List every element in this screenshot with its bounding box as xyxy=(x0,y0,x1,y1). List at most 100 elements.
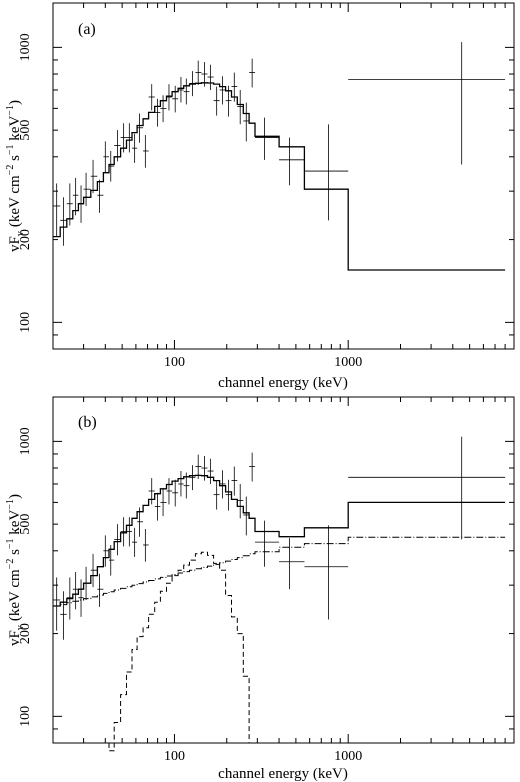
data-point xyxy=(172,479,179,507)
data-point xyxy=(207,64,214,90)
powerlaw-component-line xyxy=(53,536,506,607)
data-point xyxy=(154,98,161,127)
panel-b-frame xyxy=(52,396,515,744)
x-tick-label: 100 xyxy=(164,355,185,370)
model-line xyxy=(53,474,506,607)
data-point xyxy=(160,95,167,123)
data-point xyxy=(120,517,127,547)
data-point xyxy=(90,553,98,588)
data-point xyxy=(207,458,214,484)
y-tick-label: 1000 xyxy=(18,427,33,455)
data-point xyxy=(108,150,115,182)
data-point xyxy=(137,507,144,537)
panel-a-label: (a) xyxy=(78,21,96,38)
data-point xyxy=(120,123,127,153)
y-tick-label: 100 xyxy=(18,312,33,333)
panel-a: (a) channel energy (keV) vFv(keV cm−2 s−… xyxy=(5,2,515,391)
data-point xyxy=(160,489,167,517)
data-point xyxy=(72,177,79,216)
panel-a-ylabel: vFv(keV cm−2 s−1 keV−1) xyxy=(5,100,26,252)
data-point xyxy=(66,183,73,226)
data-point xyxy=(83,566,91,600)
data-point xyxy=(243,102,250,142)
data-point xyxy=(231,466,238,496)
data-point xyxy=(90,159,98,194)
data-point xyxy=(154,492,161,521)
panel-a-xlabel: channel energy (keV) xyxy=(218,375,348,391)
data-point xyxy=(72,571,79,610)
data-point xyxy=(97,573,104,607)
data-point xyxy=(304,124,349,221)
x-tick-label: 100 xyxy=(164,749,185,764)
data-point xyxy=(195,60,202,85)
data-point xyxy=(237,483,244,519)
panel-b-label: (b) xyxy=(78,414,97,431)
panel-b-model xyxy=(53,474,506,607)
data-point xyxy=(195,454,202,479)
data-point xyxy=(53,577,61,631)
data-point xyxy=(219,470,226,499)
panel-b-data-points xyxy=(53,436,506,640)
y-tick-label: 1000 xyxy=(18,33,33,61)
data-point xyxy=(108,544,115,576)
data-point xyxy=(243,496,250,536)
data-point xyxy=(348,42,506,165)
x-tick-label: 1000 xyxy=(334,355,362,370)
y-tick-label: 100 xyxy=(18,706,33,727)
data-point xyxy=(178,471,184,497)
panel-a-data-points xyxy=(53,42,506,246)
data-point xyxy=(219,76,226,105)
data-point xyxy=(304,525,349,620)
data-point xyxy=(189,71,196,97)
panel-b-ticks: 100 1000 100 200 500 1000 xyxy=(18,397,515,764)
y-tick-label: 500 xyxy=(18,514,33,535)
data-point xyxy=(114,130,121,162)
data-point xyxy=(201,61,208,87)
x-tick-label: 1000 xyxy=(334,749,362,764)
model-line xyxy=(53,82,506,271)
data-point xyxy=(103,141,109,173)
data-point xyxy=(178,77,184,103)
data-point xyxy=(255,117,280,160)
data-point xyxy=(126,123,133,153)
panel-b: (b) channel energy (keV) vFv(keV cm−2 s−… xyxy=(5,396,515,782)
data-point xyxy=(53,183,61,237)
data-point xyxy=(78,185,84,223)
data-point xyxy=(132,133,138,163)
data-point xyxy=(172,85,179,113)
data-point xyxy=(213,480,220,510)
data-point xyxy=(83,172,91,206)
data-point xyxy=(166,84,173,111)
data-point xyxy=(66,577,73,620)
data-point xyxy=(166,478,173,505)
panel-b-powerlaw-component xyxy=(53,536,506,607)
data-point xyxy=(231,72,238,102)
data-point xyxy=(279,137,305,186)
data-point xyxy=(114,524,121,556)
y-tick-label: 200 xyxy=(18,623,33,644)
data-point xyxy=(249,58,256,88)
panel-b-ylabel: vFv(keV cm−2 s−1 keV−1) xyxy=(5,494,26,646)
data-point xyxy=(249,452,256,482)
data-point xyxy=(78,579,84,617)
data-point xyxy=(60,197,67,246)
data-point xyxy=(255,520,280,567)
data-point xyxy=(148,84,155,111)
data-point xyxy=(143,135,149,168)
panel-b-bump-component xyxy=(108,551,255,752)
data-point xyxy=(225,479,232,511)
data-point xyxy=(213,86,220,116)
data-point xyxy=(183,472,190,499)
data-point xyxy=(189,465,196,491)
data-point xyxy=(132,527,138,557)
panel-a-ticks: 100 1000 100 200 500 1000 xyxy=(18,3,515,370)
data-point xyxy=(348,436,506,540)
bump-component-line xyxy=(108,551,255,752)
data-point xyxy=(103,535,109,567)
data-point xyxy=(126,517,133,547)
data-point xyxy=(183,78,190,105)
y-tick-label: 200 xyxy=(18,229,33,250)
data-point xyxy=(97,179,104,213)
data-point xyxy=(143,529,149,562)
panel-b-xlabel: channel energy (keV) xyxy=(218,766,348,782)
